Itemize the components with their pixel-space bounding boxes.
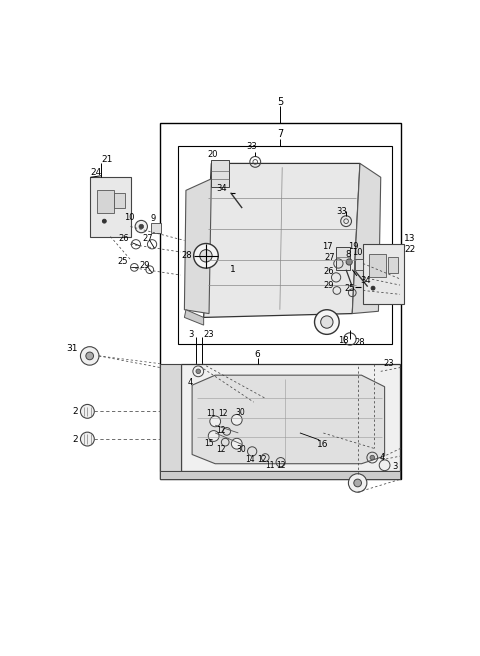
- Text: 28: 28: [181, 251, 192, 260]
- Text: 4: 4: [188, 379, 193, 388]
- Circle shape: [81, 346, 99, 365]
- Bar: [178, 146, 392, 344]
- Circle shape: [81, 432, 94, 446]
- Bar: [160, 123, 401, 479]
- Text: 12: 12: [218, 409, 228, 418]
- Text: 26: 26: [323, 267, 334, 276]
- Circle shape: [208, 430, 219, 441]
- Text: 30: 30: [236, 407, 245, 417]
- Bar: [151, 224, 161, 233]
- Polygon shape: [204, 163, 360, 318]
- Circle shape: [193, 243, 218, 268]
- Text: 27: 27: [142, 234, 153, 243]
- Text: 29: 29: [324, 281, 334, 289]
- Text: 33: 33: [336, 207, 347, 216]
- Circle shape: [231, 438, 242, 449]
- Text: 15: 15: [204, 440, 214, 448]
- Text: 13: 13: [404, 234, 416, 243]
- Circle shape: [196, 369, 201, 374]
- Text: 28: 28: [355, 338, 365, 346]
- Text: 12: 12: [216, 426, 225, 435]
- Polygon shape: [160, 472, 400, 479]
- Text: 2: 2: [72, 407, 78, 416]
- Circle shape: [321, 316, 333, 328]
- Text: 21: 21: [101, 155, 113, 164]
- Bar: [355, 259, 363, 270]
- Circle shape: [370, 455, 374, 460]
- Text: 5: 5: [277, 97, 283, 107]
- Text: 18: 18: [338, 336, 348, 345]
- Text: 1: 1: [230, 265, 236, 274]
- Text: 6: 6: [255, 350, 261, 359]
- Text: 27: 27: [324, 253, 335, 262]
- Bar: [336, 247, 350, 270]
- Circle shape: [348, 474, 367, 492]
- Circle shape: [102, 219, 106, 223]
- Circle shape: [346, 259, 352, 265]
- Circle shape: [200, 250, 212, 262]
- Bar: [211, 159, 229, 186]
- Circle shape: [135, 220, 147, 233]
- Text: 11: 11: [206, 409, 216, 418]
- Text: 31: 31: [67, 344, 78, 353]
- Circle shape: [81, 405, 94, 419]
- Text: 10: 10: [124, 213, 134, 222]
- Polygon shape: [90, 177, 131, 237]
- Text: 34: 34: [216, 184, 227, 193]
- Text: 9: 9: [151, 215, 156, 223]
- Bar: [96, 190, 114, 213]
- Text: 11: 11: [265, 461, 275, 470]
- Polygon shape: [352, 163, 381, 314]
- Circle shape: [139, 224, 144, 229]
- Bar: [369, 255, 386, 277]
- Text: 7: 7: [277, 129, 283, 139]
- Text: 14: 14: [245, 455, 255, 464]
- Polygon shape: [180, 363, 400, 472]
- Text: 26: 26: [119, 234, 129, 243]
- Text: 4: 4: [379, 453, 384, 462]
- Text: 16: 16: [317, 440, 329, 449]
- Text: 3: 3: [392, 462, 397, 471]
- Text: 29: 29: [139, 260, 150, 270]
- Circle shape: [354, 479, 361, 487]
- Text: 23: 23: [204, 330, 215, 339]
- Text: 30: 30: [237, 445, 246, 453]
- Text: 12: 12: [257, 455, 267, 464]
- Circle shape: [314, 310, 339, 335]
- Text: 19: 19: [348, 242, 359, 251]
- Polygon shape: [363, 244, 404, 304]
- Text: 23: 23: [383, 359, 394, 368]
- Circle shape: [231, 415, 242, 425]
- Polygon shape: [160, 363, 180, 472]
- Text: 33: 33: [246, 142, 257, 151]
- Text: 8: 8: [345, 250, 350, 258]
- Polygon shape: [192, 375, 384, 464]
- Polygon shape: [184, 179, 211, 314]
- Text: 34: 34: [361, 276, 372, 285]
- Text: 25: 25: [344, 283, 354, 293]
- Text: 25: 25: [118, 257, 128, 266]
- Text: 24: 24: [90, 168, 102, 177]
- Text: 10: 10: [352, 248, 363, 257]
- Text: 17: 17: [322, 242, 332, 251]
- Text: 12: 12: [216, 445, 226, 453]
- Text: 22: 22: [404, 245, 416, 254]
- Polygon shape: [184, 310, 204, 325]
- Circle shape: [210, 416, 221, 427]
- Text: 2: 2: [72, 434, 78, 443]
- Circle shape: [371, 286, 375, 290]
- Text: 3: 3: [188, 330, 193, 339]
- Circle shape: [86, 352, 94, 359]
- Text: 20: 20: [208, 150, 218, 159]
- Bar: [114, 193, 125, 208]
- Bar: [388, 257, 398, 273]
- Text: 12: 12: [276, 461, 286, 470]
